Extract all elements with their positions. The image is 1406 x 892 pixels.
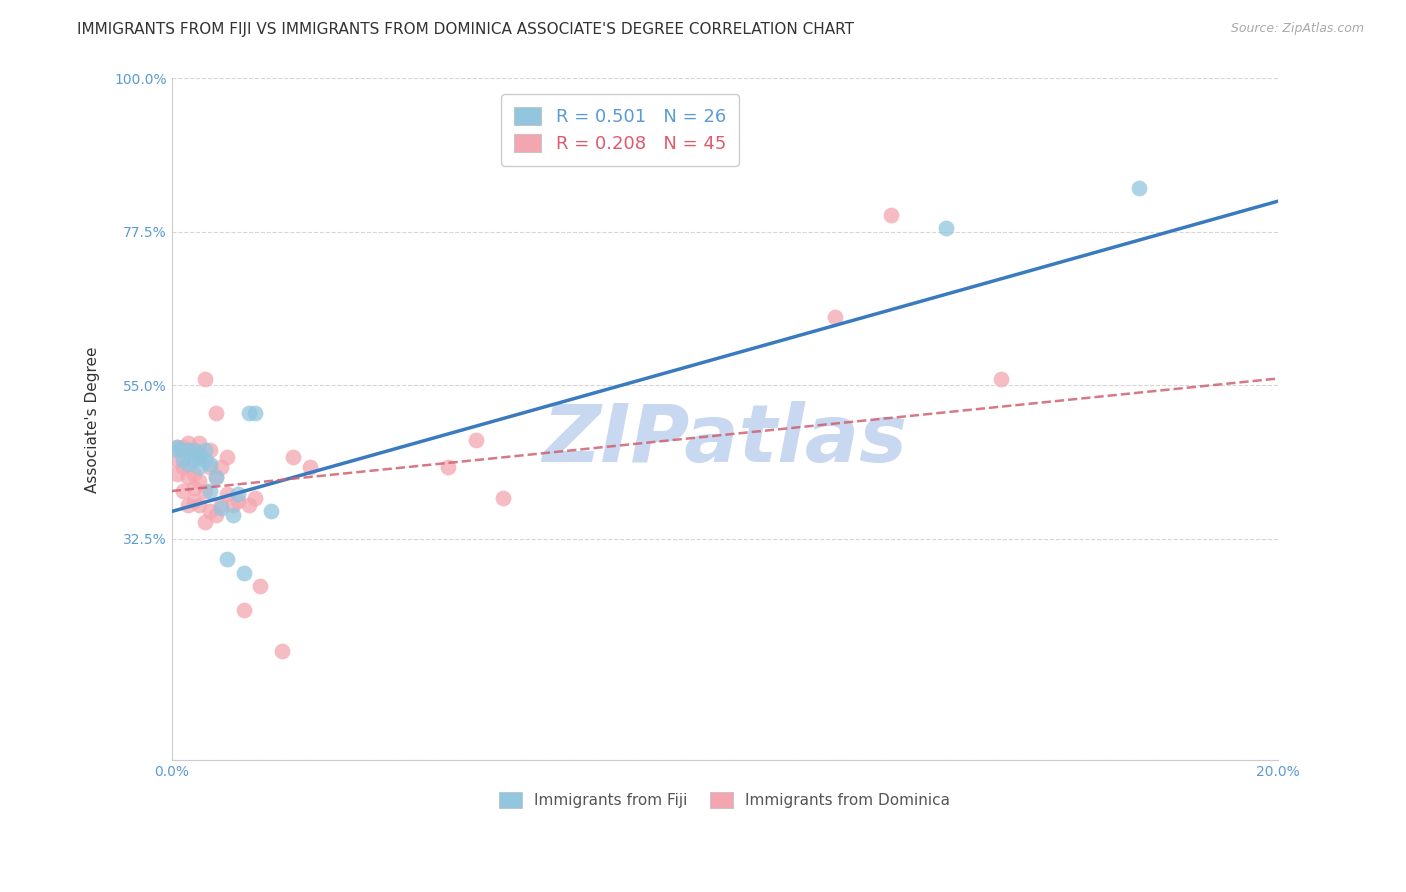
Point [188,446,211,460]
Point [205,508,228,522]
Point [177,470,200,484]
Point [249,580,271,594]
Text: ZIPatlas: ZIPatlas [543,401,907,479]
Point [243,491,266,505]
Point [990,371,1012,385]
Point [194,453,217,467]
Point [215,552,238,566]
Point [188,450,211,464]
Point [172,440,194,454]
Text: IMMIGRANTS FROM FIJI VS IMMIGRANTS FROM DOMINICA ASSOCIATE'S DEGREE CORRELATION : IMMIGRANTS FROM FIJI VS IMMIGRANTS FROM … [77,22,855,37]
Point [824,310,846,325]
Y-axis label: Associate's Degree: Associate's Degree [86,346,100,492]
Point [183,443,205,458]
Point [188,436,211,450]
Point [166,453,188,467]
Point [194,515,217,529]
Point [172,460,194,475]
Point [166,440,188,454]
Point [935,221,957,235]
Point [879,208,901,222]
Point [271,644,294,658]
Point [177,436,200,450]
Point [260,504,283,518]
Point [211,460,233,475]
Point [166,443,188,458]
Point [172,483,194,498]
Point [183,494,205,508]
Point [215,450,238,464]
Point [177,457,200,471]
Point [200,504,222,518]
Point [492,491,515,505]
Point [205,470,228,484]
Point [205,406,228,420]
Point [238,498,260,512]
Point [232,566,254,580]
Point [194,443,217,458]
Point [226,494,249,508]
Point [200,443,222,458]
Point [183,453,205,467]
Point [177,443,200,458]
Point [226,487,249,501]
Point [211,498,233,512]
Point [194,483,217,498]
Point [188,498,211,512]
Point [183,443,205,458]
Point [188,460,211,475]
Point [177,498,200,512]
Point [298,460,321,475]
Point [283,450,305,464]
Point [183,467,205,481]
Point [205,470,228,484]
Point [200,460,222,475]
Text: Source: ZipAtlas.com: Source: ZipAtlas.com [1230,22,1364,36]
Point [166,440,188,454]
Point [437,460,460,475]
Point [183,481,205,495]
Point [215,487,238,501]
Point [238,406,260,420]
Point [200,457,222,471]
Point [232,603,254,617]
Point [188,474,211,488]
Point [172,453,194,467]
Point [221,508,243,522]
Point [166,467,188,481]
Point [194,371,217,385]
Point [243,406,266,420]
Point [1128,180,1150,194]
Point [221,498,243,512]
Point [188,446,211,460]
Point [200,483,222,498]
Point [172,443,194,458]
Point [464,433,486,447]
Legend: Immigrants from Fiji, Immigrants from Dominica: Immigrants from Fiji, Immigrants from Do… [494,786,956,814]
Point [211,501,233,516]
